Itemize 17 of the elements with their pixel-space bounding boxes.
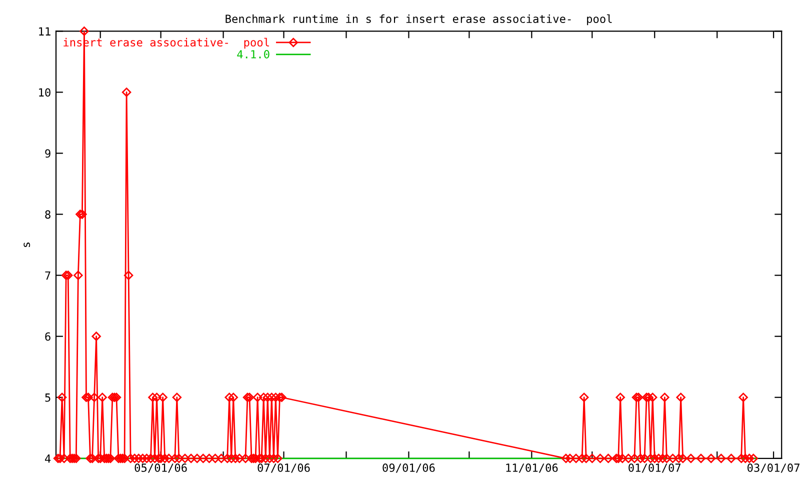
y-tick-label: 6 (45, 332, 50, 341)
y-tick-label: 10 (39, 88, 50, 97)
y-tick-label: 7 (45, 271, 50, 280)
x-tick-label: 07/01/06 (258, 464, 310, 473)
y-tick-label: 8 (45, 210, 50, 219)
legend-label: 4.1.0 (237, 50, 270, 58)
y-tick-label: 9 (45, 149, 50, 158)
chart-title: Benchmark runtime in s for insert erase associative- pool (226, 14, 612, 26)
y-tick-label: 11 (39, 27, 50, 36)
x-tick-label: 09/01/06 (382, 464, 435, 473)
y-tick-label: 5 (45, 394, 50, 402)
x-tick-label: 03/01/07 (748, 464, 800, 473)
x-tick-label: 05/01/06 (134, 464, 187, 473)
x-tick-label: 01/01/07 (628, 464, 681, 473)
y-axis-title: s (24, 242, 30, 247)
y-tick-label: 4 (45, 454, 51, 463)
x-tick-label: 11/01/06 (506, 464, 558, 473)
